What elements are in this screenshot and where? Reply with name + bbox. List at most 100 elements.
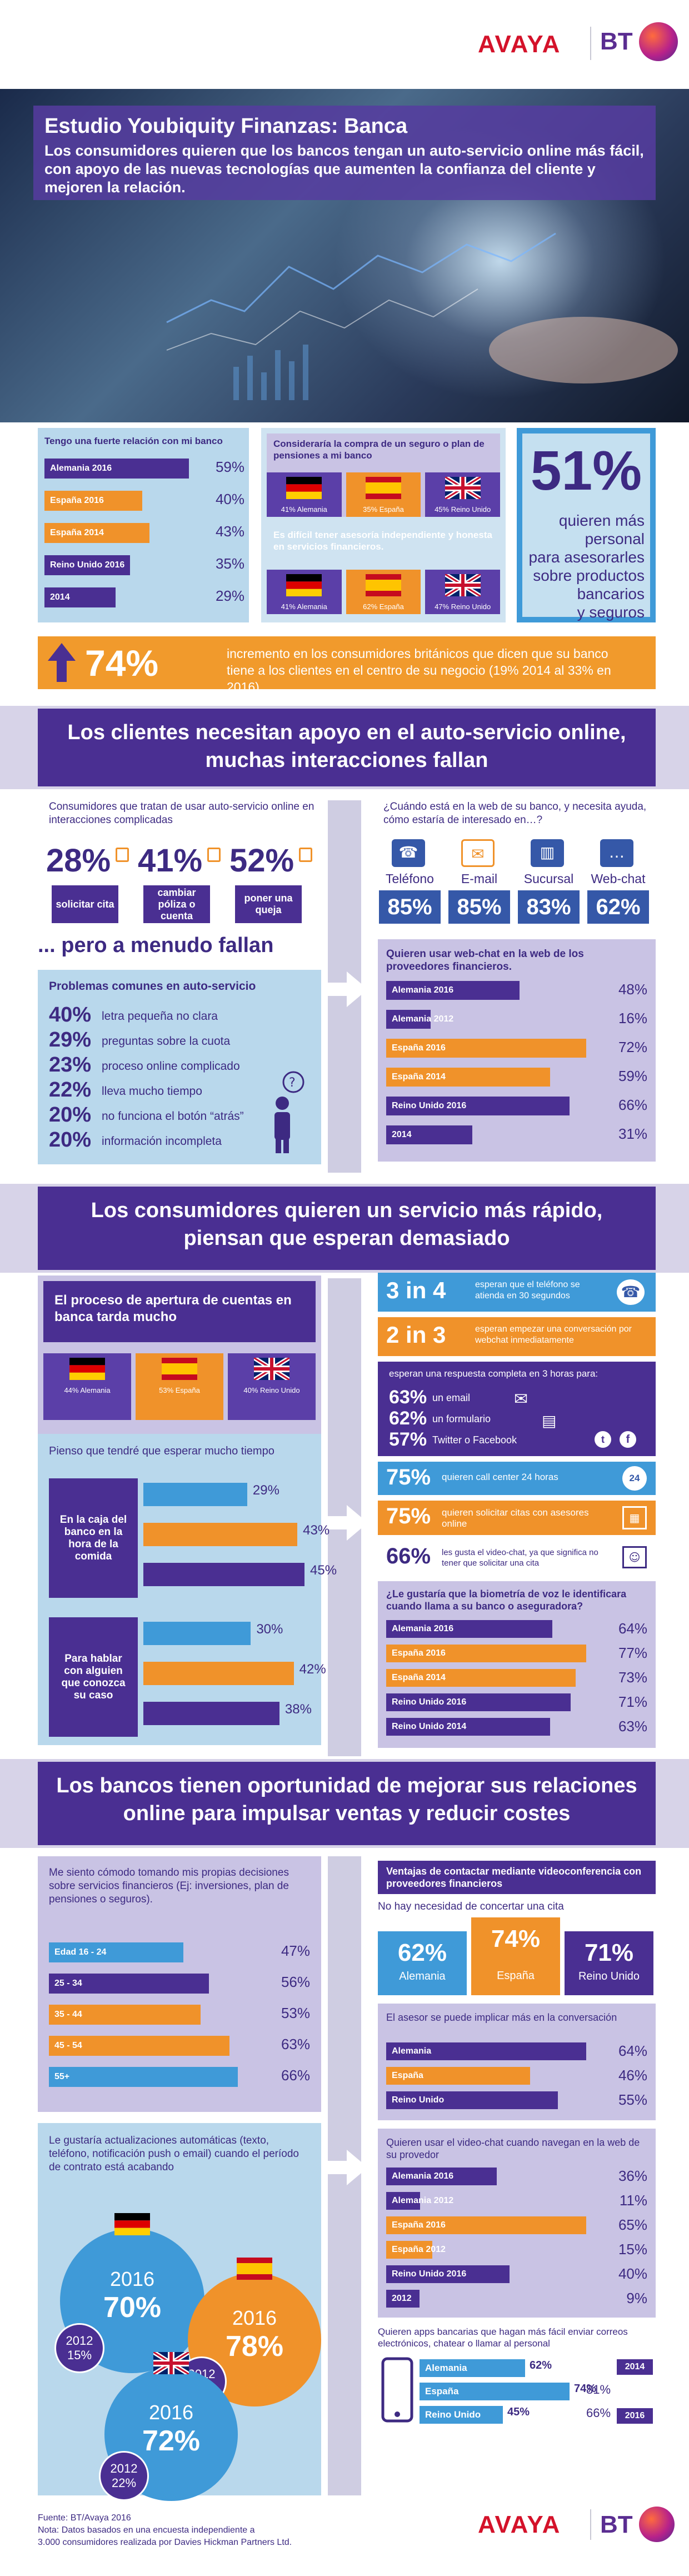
bar: España 2016	[386, 1039, 586, 1058]
text-line: quieren más	[558, 512, 645, 529]
bar: 2012	[386, 2290, 420, 2308]
problem-row: 23% proceso online complicado	[49, 1053, 271, 1078]
bar-row: Alemania 2012 11%	[386, 2192, 647, 2210]
facebook-icon: f	[620, 1431, 636, 1448]
bar-row: Reino Unido 2016 40%	[386, 2265, 647, 2283]
bt-globe-icon	[639, 22, 678, 61]
video-need-tile: 71% Reino Unido	[565, 1931, 653, 1995]
response-text: un email	[432, 1392, 471, 1403]
problem-text: no funciona el botón “atrás”	[102, 1110, 244, 1123]
bar-value: 63%	[618, 1718, 647, 1735]
response-pct: 62%	[389, 1408, 427, 1429]
circle-year: 2016	[232, 2306, 277, 2329]
account-opening-panel: El proceso de apertura de cuentas en ban…	[38, 1275, 321, 1464]
bar-row: Reino Unido 2016 35%	[44, 555, 244, 575]
bar: Alemania 2012	[386, 2192, 453, 2210]
bar-value: 40%	[215, 491, 244, 507]
circle-pct: 22%	[111, 2476, 137, 2490]
tile-label: 40% Reino Unido	[243, 1386, 300, 1394]
header: AVAYA BT	[0, 0, 689, 89]
problem-row: 20% información incompleta	[49, 1128, 271, 1153]
problem-text: proceso online complicado	[102, 1060, 240, 1073]
arrow-up-icon	[48, 643, 76, 682]
email-icon: ✉	[461, 839, 495, 867]
bar-value: 46%	[618, 2067, 647, 2084]
video-advantages: Ventajas de contactar mediante videoconf…	[378, 1856, 656, 2495]
svg-text:?: ?	[289, 1076, 296, 1090]
germany-flag-icon	[267, 472, 342, 502]
telephone-icon: ☎	[392, 839, 425, 867]
spain-flag-icon	[346, 472, 421, 502]
problem-pct: 20%	[49, 1103, 92, 1127]
bar-value: 15%	[618, 2241, 647, 2258]
bar: España 2016	[44, 491, 143, 511]
flag-tile: 44% Alemania	[43, 1353, 131, 1420]
bar: España 2016	[386, 2216, 586, 2234]
bar-row: 25 - 34 56%	[49, 1974, 310, 1994]
problem-row: 22% lleva mucho tiempo	[49, 1078, 271, 1103]
bar-row: 2014 31%	[386, 1125, 647, 1144]
spain-flag-icon	[346, 570, 421, 599]
text-line: sobre productos	[533, 567, 645, 584]
bar-value: 63%	[281, 2036, 310, 2052]
problem-pct: 20%	[49, 1128, 92, 1152]
text-line: personal	[585, 530, 645, 547]
germany-flag-icon	[43, 1353, 131, 1383]
text-line: y seguros	[577, 604, 645, 621]
bar-value: 43%	[215, 523, 244, 540]
video-need-tiles: 62% Alemania 74% España 71% Reino Unido	[378, 1917, 656, 1995]
section2-arrow-column	[321, 800, 368, 1173]
bar-value: 71%	[618, 1693, 647, 1710]
section-relationship: Tengo una fuerte relación con mi banco A…	[0, 422, 689, 706]
problem-text: letra pequeña no clara	[102, 1010, 218, 1023]
wait-bar	[143, 1702, 279, 1725]
germany-flag-icon	[267, 570, 342, 599]
email-icon: ✉	[514, 1389, 528, 1409]
channel-name: Web-chat	[591, 871, 646, 886]
problem-text: preguntas sobre la cuota	[102, 1035, 231, 1048]
tile-label: 53% España	[159, 1386, 200, 1394]
tile-label: 44% Alemania	[64, 1386, 111, 1394]
bar: 45 - 54	[49, 2036, 229, 2056]
bar-row: Alemania 2016 48%	[386, 981, 647, 1000]
bar-row: Alemania 2016 64%	[386, 1620, 647, 1638]
wait-bar	[143, 1523, 298, 1546]
channel-name: Sucursal	[523, 871, 574, 886]
wait-lunch-bars: 29% 43% 45%	[143, 1478, 337, 1598]
video-need-tile: 62% Alemania	[378, 1931, 467, 1995]
wait-value: 38%	[284, 1702, 312, 1717]
videochat-panel: Quieren usar el video-chat cuando navega…	[378, 2129, 656, 2318]
flag-tile: 41% Alemania	[267, 570, 342, 614]
bar-value: 35%	[215, 555, 244, 572]
tile-label: 62% España	[363, 602, 404, 611]
relationship-heading: Tengo una fuerte relación con mi banco	[44, 436, 223, 446]
bar-row: Reino Unido 55%	[386, 2091, 647, 2109]
section3-title: Los consumidores quieren un servicio más…	[38, 1187, 656, 1270]
page-title: Estudio Youbiquity Finanzas: Banca	[44, 114, 408, 138]
bar: Alemania 2016	[386, 2168, 497, 2185]
section2-title: Los clientes necesitan apoyo en el auto-…	[38, 709, 656, 786]
bar: Reino Unido 2016	[44, 555, 131, 575]
circle-pct: 70%	[103, 2291, 162, 2324]
wait-value: 30%	[256, 1622, 283, 1637]
circle-year: 2012	[66, 2334, 93, 2348]
flag-tile: 62% España	[346, 570, 421, 614]
tile-label: 41% Alemania	[281, 505, 327, 514]
bar-row: España 2016 40%	[44, 491, 244, 511]
webchat-heading: Quieren usar web-chat en la web de los p…	[386, 948, 584, 973]
bar-value: 59%	[215, 459, 244, 475]
arrow-right-icon	[321, 1505, 368, 1541]
arrow-right-icon	[321, 2150, 368, 2185]
confused-person-icon: ?	[274, 1071, 304, 1153]
bar: Alemania 2016	[386, 981, 520, 1000]
apps-v2: 81%	[586, 2383, 611, 2396]
bar-row: Alemania 64%	[386, 2042, 647, 2060]
channel-name: Teléfono	[386, 871, 434, 886]
insurance-tiles: 41% Alemania 35% España 45% Reino Unido	[267, 472, 500, 517]
uk-flag-icon	[425, 472, 500, 502]
problem-row: 40% letra pequeña no clara	[49, 1003, 271, 1028]
uk-increase-pct: 74%	[85, 642, 159, 684]
self-service-heading: Consumidores que tratan de usar auto-ser…	[49, 801, 314, 826]
wait-agent-label: Para hablar con alguien que conozca su c…	[49, 1617, 138, 1737]
video-need-label: Reino Unido	[578, 1970, 640, 1982]
